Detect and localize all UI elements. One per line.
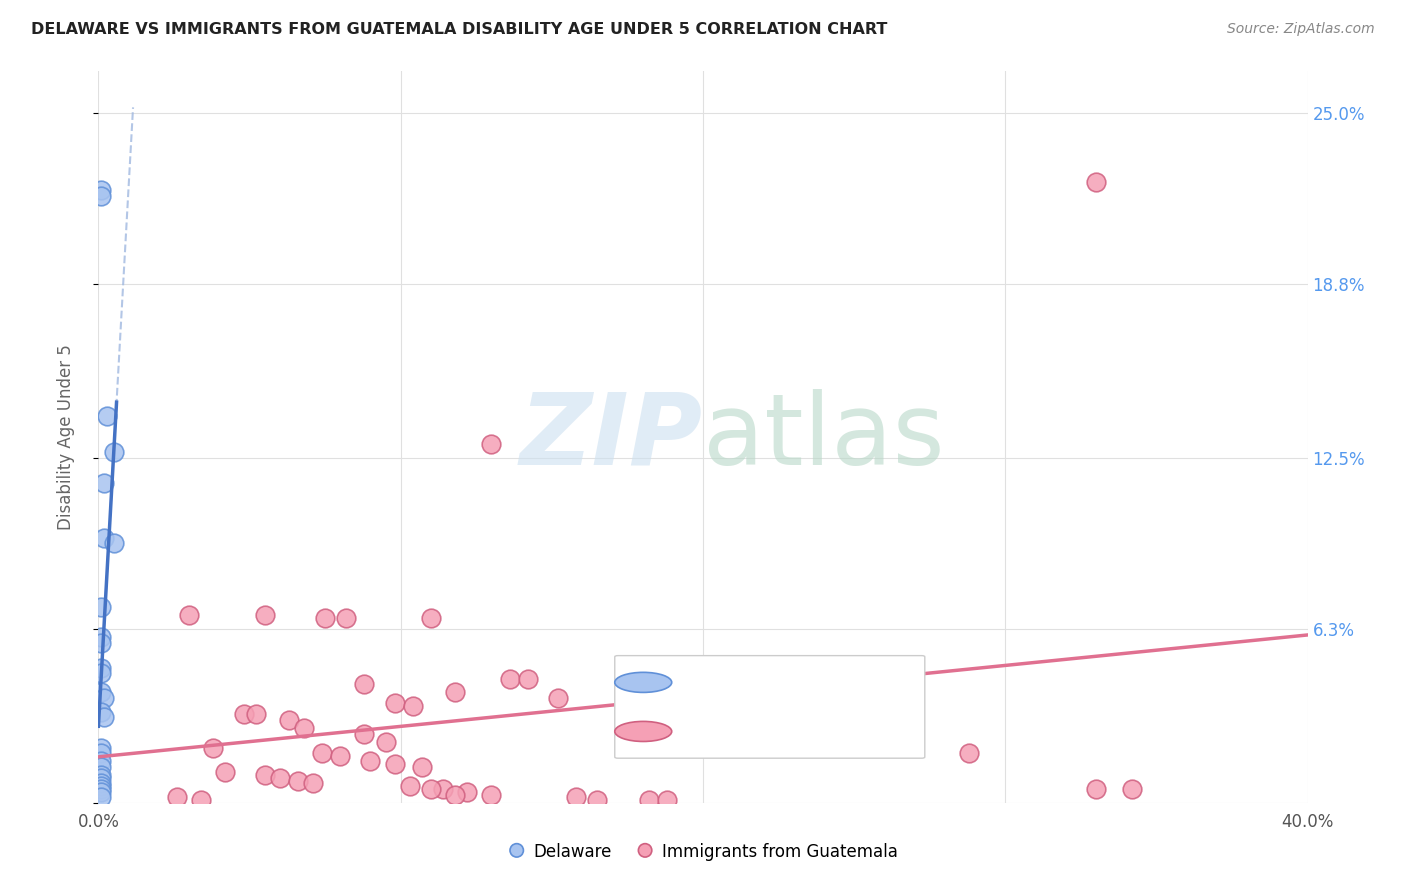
Point: [90, 636, 112, 650]
Point: [90, 755, 112, 769]
Y-axis label: Disability Age Under 5: Disability Age Under 5: [56, 344, 75, 530]
Point: [232, 707, 254, 722]
Point: [420, 611, 443, 625]
Point: [655, 793, 678, 807]
Point: [547, 690, 569, 705]
Point: [384, 757, 406, 772]
Point: [398, 779, 420, 793]
Point: [287, 773, 309, 788]
Point: [103, 536, 125, 550]
Point: [432, 782, 454, 797]
Point: [245, 707, 267, 722]
Point: [90, 685, 112, 699]
Point: [93, 531, 115, 545]
Point: [420, 782, 443, 797]
Text: atlas: atlas: [703, 389, 945, 485]
Text: DELAWARE VS IMMIGRANTS FROM GUATEMALA DISABILITY AGE UNDER 5 CORRELATION CHART: DELAWARE VS IMMIGRANTS FROM GUATEMALA DI…: [31, 22, 887, 37]
Point: [516, 672, 538, 686]
Point: [90, 782, 112, 797]
Point: [90, 768, 112, 782]
Point: [90, 779, 112, 793]
Point: [565, 790, 588, 805]
Point: [384, 697, 406, 711]
Point: [314, 611, 336, 625]
Circle shape: [614, 673, 672, 692]
Point: [1085, 175, 1108, 189]
Point: [311, 746, 333, 760]
Point: [93, 690, 115, 705]
Point: [353, 727, 375, 741]
Text: R = 0.266   N = 27: R = 0.266 N = 27: [682, 673, 852, 691]
Point: [90, 183, 112, 197]
Point: [90, 790, 112, 805]
Point: [586, 793, 609, 807]
Point: [90, 740, 112, 755]
Point: [90, 760, 112, 774]
Point: [90, 666, 112, 681]
FancyBboxPatch shape: [614, 656, 925, 758]
Point: [335, 611, 357, 625]
Point: [90, 188, 112, 202]
Circle shape: [614, 722, 672, 741]
Point: [96, 409, 118, 424]
Point: [90, 599, 112, 614]
Point: [253, 768, 276, 782]
Point: [90, 660, 112, 674]
Legend: Delaware, Immigrants from Guatemala: Delaware, Immigrants from Guatemala: [502, 837, 904, 868]
Point: [90, 776, 112, 790]
Text: R = 0.498   N = 46: R = 0.498 N = 46: [682, 723, 852, 740]
Point: [498, 672, 520, 686]
Point: [637, 793, 659, 807]
Point: [90, 771, 112, 785]
Point: [90, 705, 112, 719]
Point: [179, 608, 201, 623]
Point: [202, 740, 225, 755]
Point: [93, 475, 115, 490]
Point: [957, 746, 980, 760]
Point: [360, 755, 382, 769]
Point: [93, 710, 115, 724]
Point: [444, 788, 467, 802]
Point: [103, 445, 125, 459]
Point: [1085, 782, 1108, 797]
Point: [444, 685, 467, 699]
Point: [329, 748, 352, 763]
Text: ZIP: ZIP: [520, 389, 703, 485]
Point: [411, 760, 433, 774]
Text: Source: ZipAtlas.com: Source: ZipAtlas.com: [1227, 22, 1375, 37]
Point: [1121, 782, 1143, 797]
Point: [402, 699, 425, 714]
Point: [253, 608, 276, 623]
Point: [166, 790, 188, 805]
Point: [481, 788, 503, 802]
Point: [374, 735, 396, 749]
Point: [269, 771, 291, 785]
Point: [90, 746, 112, 760]
Point: [456, 785, 478, 799]
Point: [292, 721, 315, 735]
Point: [353, 677, 375, 691]
Point: [90, 785, 112, 799]
Point: [481, 437, 503, 451]
Point: [214, 765, 236, 780]
Point: [302, 776, 325, 790]
Point: [277, 713, 299, 727]
Point: [90, 630, 112, 644]
Point: [190, 793, 212, 807]
